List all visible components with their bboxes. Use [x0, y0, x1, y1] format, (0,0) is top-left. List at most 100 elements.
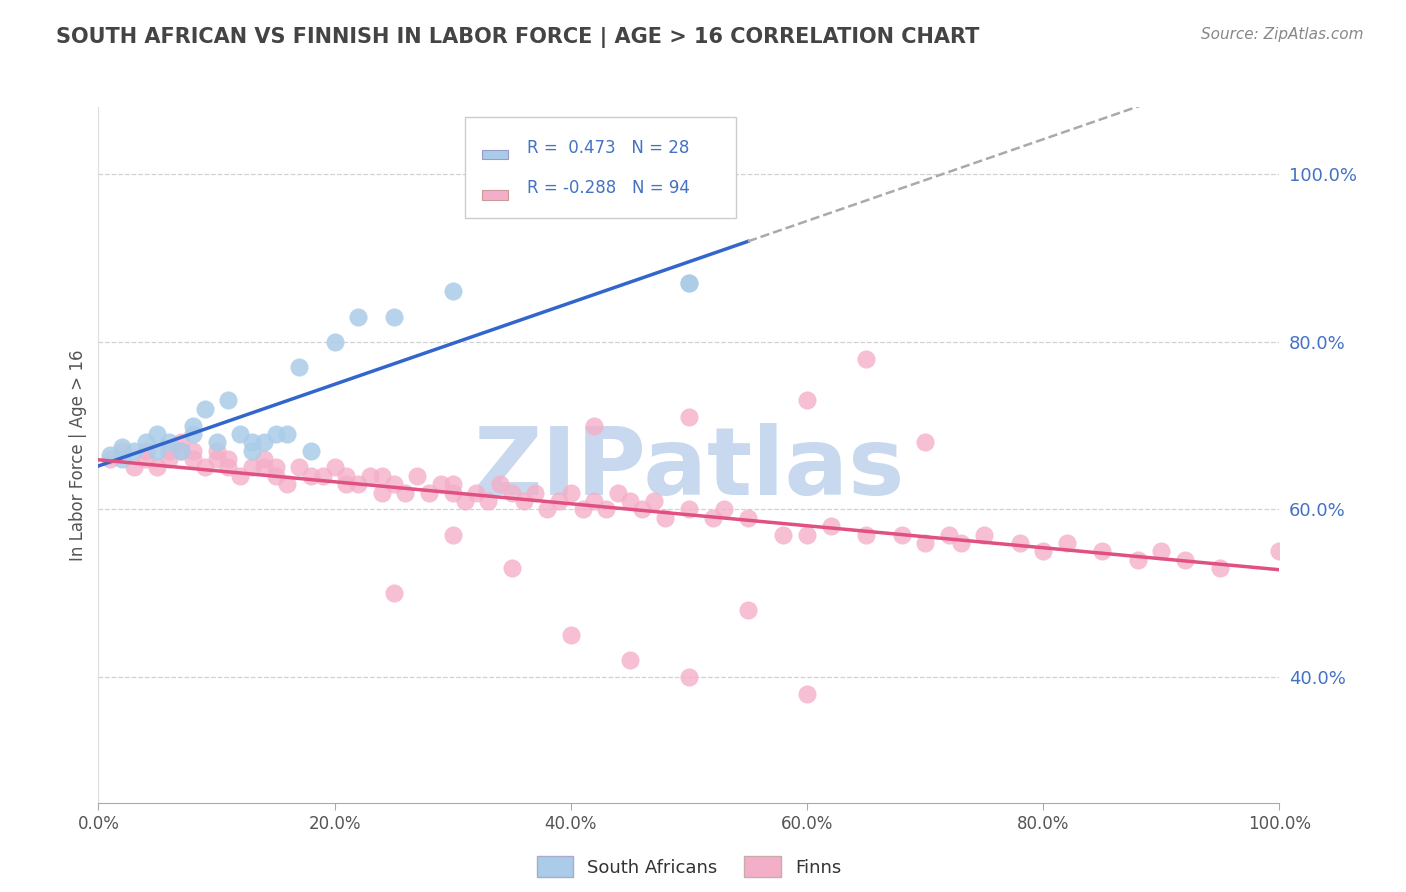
Point — [796, 527, 818, 541]
Point — [571, 502, 593, 516]
Point — [98, 452, 121, 467]
Point — [217, 460, 239, 475]
Point — [157, 435, 180, 450]
Point — [312, 468, 335, 483]
Point — [560, 628, 582, 642]
Point — [276, 477, 298, 491]
Point — [98, 448, 121, 462]
Point — [335, 468, 357, 483]
FancyBboxPatch shape — [464, 118, 737, 219]
Point — [1091, 544, 1114, 558]
Point — [643, 494, 665, 508]
Point — [1209, 561, 1232, 575]
Point — [335, 477, 357, 491]
Text: Source: ZipAtlas.com: Source: ZipAtlas.com — [1201, 27, 1364, 42]
Point — [938, 527, 960, 541]
Text: R =  0.473   N = 28: R = 0.473 N = 28 — [527, 139, 689, 157]
Point — [240, 435, 263, 450]
Point — [1150, 544, 1173, 558]
Point — [619, 494, 641, 508]
Point — [1032, 544, 1054, 558]
Point — [253, 435, 276, 450]
Point — [347, 477, 370, 491]
Point — [347, 310, 370, 324]
Point — [890, 527, 912, 541]
Point — [1126, 552, 1149, 566]
Point — [240, 460, 263, 475]
Point — [371, 485, 394, 500]
Point — [157, 443, 180, 458]
Point — [973, 527, 995, 541]
Point — [205, 435, 228, 450]
Point — [323, 334, 346, 349]
Point — [217, 393, 239, 408]
Point — [619, 653, 641, 667]
Point — [229, 468, 252, 483]
Point — [1268, 544, 1291, 558]
Point — [194, 460, 217, 475]
Text: R = -0.288   N = 94: R = -0.288 N = 94 — [527, 179, 690, 197]
Point — [1008, 536, 1031, 550]
Point — [170, 435, 193, 450]
Point — [702, 510, 724, 524]
Point — [170, 443, 193, 458]
Point — [359, 468, 381, 483]
Point — [1056, 536, 1078, 550]
Point — [146, 427, 169, 442]
Point — [583, 418, 606, 433]
Legend: South Africans, Finns: South Africans, Finns — [530, 849, 848, 884]
Point — [288, 359, 311, 374]
Text: SOUTH AFRICAN VS FINNISH IN LABOR FORCE | AGE > 16 CORRELATION CHART: SOUTH AFRICAN VS FINNISH IN LABOR FORCE … — [56, 27, 980, 48]
Text: ZIPatlas: ZIPatlas — [474, 423, 904, 515]
Point — [111, 443, 134, 458]
Point — [181, 427, 204, 442]
FancyBboxPatch shape — [482, 150, 508, 159]
Point — [122, 443, 145, 458]
Point — [737, 510, 759, 524]
Point — [737, 603, 759, 617]
Point — [418, 485, 440, 500]
Point — [678, 502, 700, 516]
Point — [205, 452, 228, 467]
Point — [512, 494, 534, 508]
Point — [253, 452, 276, 467]
Point — [855, 351, 877, 366]
Point — [205, 443, 228, 458]
Point — [560, 485, 582, 500]
Point — [477, 494, 499, 508]
Point — [524, 485, 547, 500]
Point — [299, 443, 322, 458]
Point — [583, 494, 606, 508]
Point — [288, 460, 311, 475]
Point — [654, 510, 676, 524]
Point — [949, 536, 972, 550]
Point — [430, 477, 453, 491]
Y-axis label: In Labor Force | Age > 16: In Labor Force | Age > 16 — [69, 349, 87, 561]
Point — [441, 477, 464, 491]
Point — [465, 485, 488, 500]
Point — [678, 276, 700, 290]
Point — [135, 435, 157, 450]
Point — [170, 443, 193, 458]
Point — [607, 485, 630, 500]
Point — [501, 561, 523, 575]
Point — [914, 536, 936, 550]
Point — [323, 460, 346, 475]
Point — [181, 452, 204, 467]
Point — [441, 285, 464, 299]
Point — [146, 443, 169, 458]
Point — [406, 468, 429, 483]
Point — [713, 502, 735, 516]
Point — [157, 452, 180, 467]
Point — [678, 670, 700, 684]
Point — [240, 443, 263, 458]
Point — [181, 443, 204, 458]
Point — [548, 494, 571, 508]
Point — [135, 443, 157, 458]
Point — [501, 485, 523, 500]
Point — [441, 527, 464, 541]
Point — [217, 452, 239, 467]
Point — [264, 427, 287, 442]
Point — [678, 410, 700, 425]
Point — [135, 452, 157, 467]
